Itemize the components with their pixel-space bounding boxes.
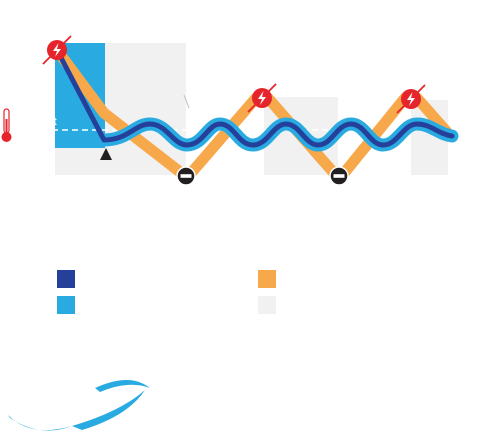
phase-block-gray-1	[55, 148, 105, 175]
legend-swatch-light-gray	[258, 296, 276, 314]
heat-on-icon	[42, 35, 72, 65]
legend-swatch-light-blue	[57, 296, 75, 314]
start-triangle-icon	[100, 148, 112, 160]
heat-on-icon	[247, 83, 277, 113]
logo-swoosh	[8, 380, 150, 431]
dark-blue-line	[54, 47, 455, 148]
legend-swatch-dark-blue	[57, 270, 75, 288]
heat-on-icon	[396, 84, 426, 114]
setpoint-label: t	[53, 116, 57, 128]
tick-mark	[183, 94, 190, 109]
thermometer-icon	[1, 108, 12, 142]
heat-off-icon	[329, 166, 349, 186]
phase-block-gray-2	[105, 43, 186, 175]
legend-swatch-orange	[258, 270, 276, 288]
heat-off-icon	[176, 166, 196, 186]
